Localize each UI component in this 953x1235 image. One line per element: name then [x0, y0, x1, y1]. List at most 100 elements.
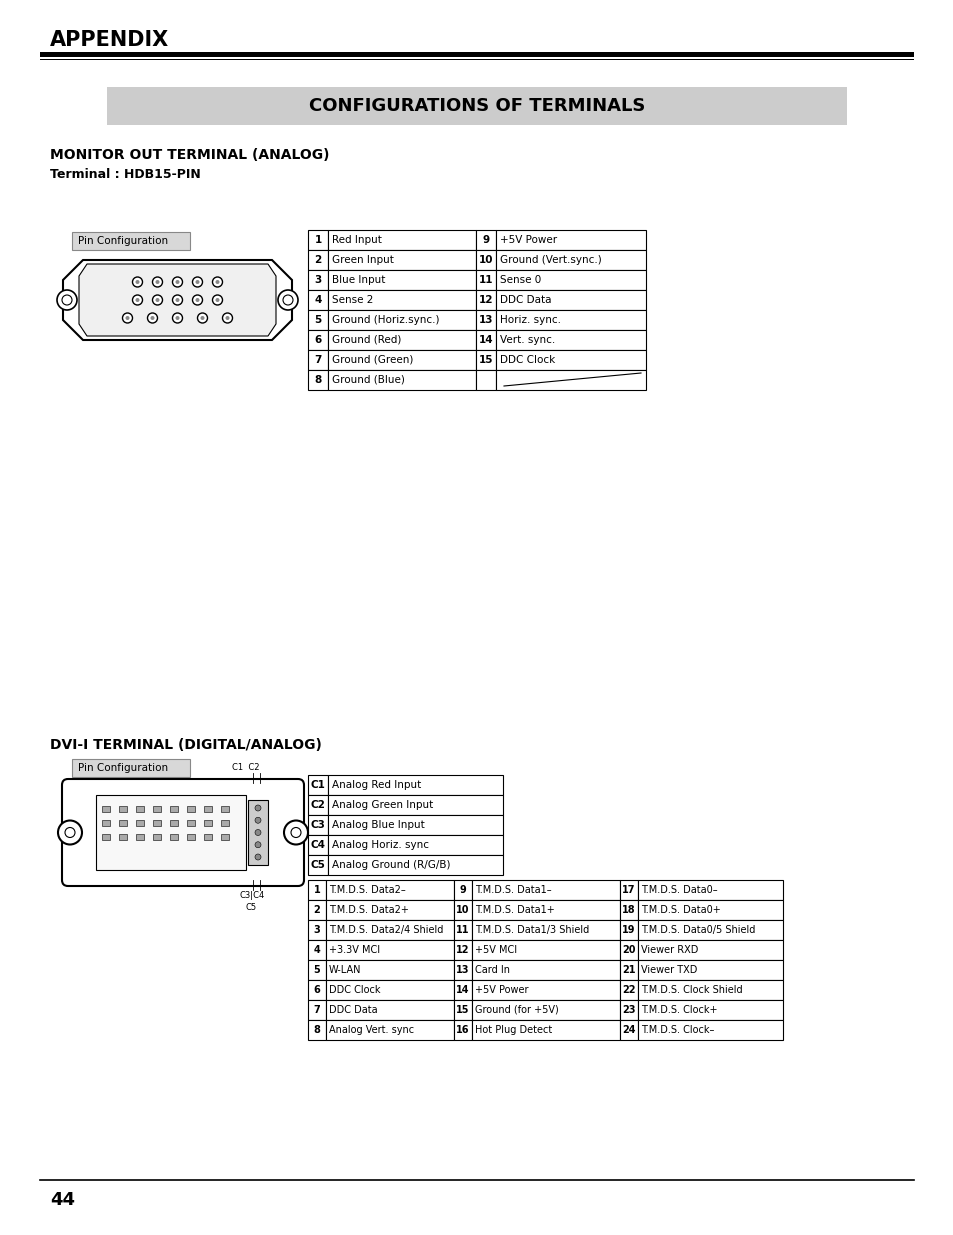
- Bar: [119, 834, 127, 840]
- Text: 6: 6: [314, 986, 320, 995]
- Bar: [204, 820, 212, 826]
- Bar: [328, 310, 476, 330]
- Bar: [328, 350, 476, 370]
- Circle shape: [152, 295, 162, 305]
- Text: DDC Data: DDC Data: [499, 295, 551, 305]
- Text: 16: 16: [456, 1025, 469, 1035]
- Bar: [326, 881, 454, 900]
- Circle shape: [132, 295, 142, 305]
- Circle shape: [155, 280, 159, 284]
- Text: +5V Power: +5V Power: [499, 235, 557, 245]
- Bar: [328, 795, 502, 815]
- Bar: [308, 881, 326, 900]
- Circle shape: [65, 827, 75, 837]
- Bar: [136, 834, 144, 840]
- Bar: [496, 310, 645, 330]
- Circle shape: [254, 805, 261, 811]
- Circle shape: [58, 820, 82, 845]
- Text: C2: C2: [311, 800, 325, 810]
- Circle shape: [151, 316, 154, 320]
- Bar: [326, 940, 454, 960]
- Circle shape: [254, 853, 261, 860]
- Circle shape: [57, 290, 77, 310]
- Bar: [619, 920, 638, 940]
- Bar: [496, 370, 645, 390]
- Text: T.M.D.S. Clock–: T.M.D.S. Clock–: [640, 1025, 714, 1035]
- Text: 20: 20: [621, 945, 635, 955]
- Text: 1: 1: [314, 235, 321, 245]
- Circle shape: [132, 277, 142, 287]
- Text: T.M.D.S. Data2/4 Shield: T.M.D.S. Data2/4 Shield: [329, 925, 443, 935]
- Circle shape: [148, 312, 157, 324]
- Circle shape: [254, 818, 261, 824]
- Text: Analog Horiz. sync: Analog Horiz. sync: [332, 840, 429, 850]
- Bar: [102, 834, 110, 840]
- Text: Blue Input: Blue Input: [332, 275, 385, 285]
- Bar: [187, 834, 194, 840]
- Bar: [308, 1020, 326, 1040]
- Text: 3: 3: [314, 925, 320, 935]
- Text: +5V MCI: +5V MCI: [475, 945, 517, 955]
- Bar: [619, 1000, 638, 1020]
- Bar: [638, 920, 782, 940]
- Text: 9: 9: [482, 235, 489, 245]
- Bar: [454, 940, 472, 960]
- Text: 18: 18: [621, 905, 635, 915]
- Bar: [476, 310, 496, 330]
- Text: T.M.D.S. Data1–: T.M.D.S. Data1–: [475, 885, 551, 895]
- Circle shape: [175, 316, 179, 320]
- Text: 2: 2: [314, 905, 320, 915]
- Text: +5V Power: +5V Power: [475, 986, 528, 995]
- Bar: [107, 86, 846, 125]
- Text: Pin Configuration: Pin Configuration: [78, 236, 168, 246]
- Text: C1  C2: C1 C2: [232, 763, 259, 773]
- Text: C1: C1: [311, 781, 325, 790]
- Circle shape: [225, 316, 230, 320]
- Text: 8: 8: [314, 1025, 320, 1035]
- Text: 3: 3: [314, 275, 321, 285]
- Bar: [328, 270, 476, 290]
- Text: Viewer RXD: Viewer RXD: [640, 945, 698, 955]
- Circle shape: [172, 312, 182, 324]
- Bar: [619, 981, 638, 1000]
- Bar: [496, 290, 645, 310]
- Bar: [454, 981, 472, 1000]
- Text: 14: 14: [456, 986, 469, 995]
- Text: Hot Plug Detect: Hot Plug Detect: [475, 1025, 552, 1035]
- Text: Viewer TXD: Viewer TXD: [640, 965, 697, 974]
- Text: 11: 11: [456, 925, 469, 935]
- Bar: [496, 270, 645, 290]
- Bar: [472, 981, 619, 1000]
- Bar: [204, 834, 212, 840]
- Text: Terminal : HDB15-PIN: Terminal : HDB15-PIN: [50, 168, 200, 182]
- Text: 7: 7: [314, 1005, 320, 1015]
- Text: C4: C4: [310, 840, 325, 850]
- Text: Sense 0: Sense 0: [499, 275, 540, 285]
- Bar: [638, 1020, 782, 1040]
- Bar: [308, 1000, 326, 1020]
- Text: 22: 22: [621, 986, 635, 995]
- Bar: [102, 820, 110, 826]
- Bar: [326, 920, 454, 940]
- Bar: [221, 820, 229, 826]
- Text: C3: C3: [311, 820, 325, 830]
- Text: C3|C4: C3|C4: [240, 890, 265, 899]
- Bar: [454, 1020, 472, 1040]
- Bar: [326, 960, 454, 981]
- Bar: [454, 900, 472, 920]
- Text: W-LAN: W-LAN: [329, 965, 361, 974]
- Bar: [170, 806, 178, 811]
- Bar: [638, 960, 782, 981]
- Bar: [308, 960, 326, 981]
- Bar: [472, 940, 619, 960]
- Bar: [170, 820, 178, 826]
- Text: Analog Ground (R/G/B): Analog Ground (R/G/B): [332, 860, 450, 869]
- Text: DDC Data: DDC Data: [329, 1005, 377, 1015]
- Bar: [102, 806, 110, 811]
- Bar: [454, 920, 472, 940]
- Text: 44: 44: [50, 1191, 75, 1209]
- Bar: [619, 940, 638, 960]
- Bar: [308, 249, 328, 270]
- Circle shape: [254, 830, 261, 836]
- Text: Ground (Horiz.sync.): Ground (Horiz.sync.): [332, 315, 439, 325]
